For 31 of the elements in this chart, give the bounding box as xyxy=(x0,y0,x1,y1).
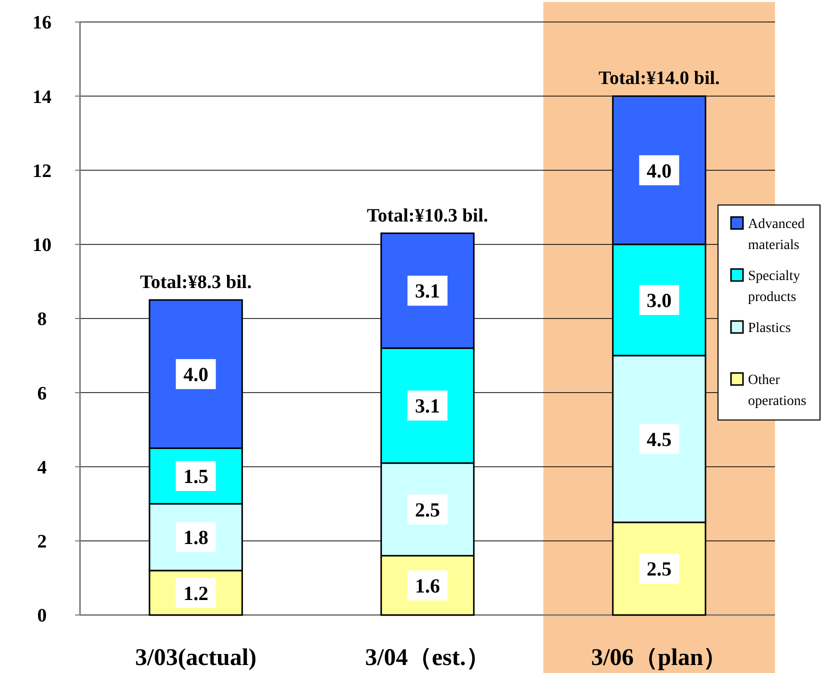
total-label: Total:¥10.3 bil. xyxy=(366,205,488,226)
y-tick-label: 14 xyxy=(32,86,52,108)
legend-label: Other operations xyxy=(748,373,806,409)
data-label: 3.1 xyxy=(415,396,440,418)
data-label: 2.5 xyxy=(646,558,672,581)
data-label: 4.5 xyxy=(646,428,672,451)
data-label: 1.6 xyxy=(415,575,440,598)
data-label: 1.8 xyxy=(183,527,208,550)
y-tick-label: 12 xyxy=(32,160,52,182)
data-label: 4.0 xyxy=(183,364,208,386)
data-label: 3.0 xyxy=(646,290,672,312)
y-tick-label: 10 xyxy=(32,235,52,256)
data-label: 4.0 xyxy=(646,160,672,182)
total-label: Total:¥8.3 bil. xyxy=(140,272,252,293)
legend-label: Plastics xyxy=(748,321,791,336)
data-label: 1.5 xyxy=(183,466,208,488)
x-tick-label: 3/04（est.） xyxy=(365,645,490,671)
y-tick-label: 0 xyxy=(37,606,47,627)
y-tick-label: 16 xyxy=(32,12,52,34)
x-tick-label: 3/03(actual) xyxy=(135,645,256,671)
data-label: 2.5 xyxy=(415,499,440,522)
legend-label: Specialty products xyxy=(748,269,800,305)
legend-label: Advanced materials xyxy=(748,217,805,253)
x-tick-label: 3/06（plan） xyxy=(591,645,728,671)
data-label: 1.2 xyxy=(183,582,208,605)
data-label: 3.1 xyxy=(415,280,440,303)
y-tick-label: 4 xyxy=(37,457,48,478)
y-tick-label: 6 xyxy=(37,383,47,404)
y-tick-label: 2 xyxy=(37,532,47,553)
total-label: Total:¥14.0 bil. xyxy=(598,68,720,90)
y-tick-label: 8 xyxy=(37,309,47,330)
